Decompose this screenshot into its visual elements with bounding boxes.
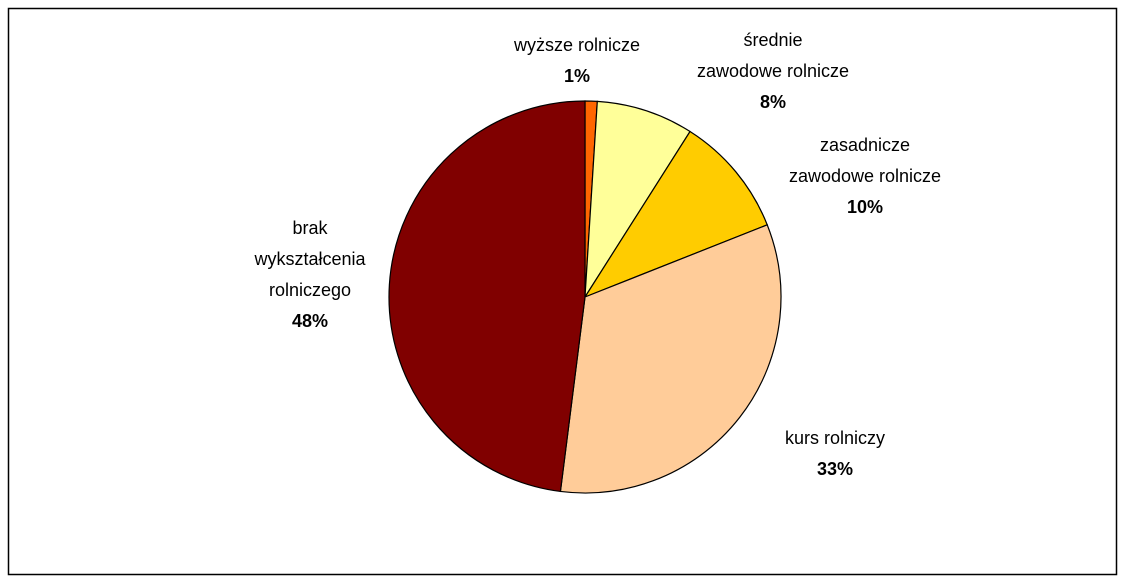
value-label: 33% — [816, 459, 854, 479]
category-label: kurs rolniczy — [784, 428, 886, 448]
pie-slice — [584, 100, 691, 298]
value-label: 10% — [846, 197, 884, 217]
pie-slice — [388, 100, 586, 493]
category-label: wyższe rolnicze — [513, 35, 641, 55]
slice-label: wyższe rolnicze 1% — [447, 30, 707, 92]
slice-label: średnie zawodowe rolnicze 8% — [643, 25, 903, 118]
category-label: zasadnicze zawodowe rolnicze — [788, 135, 942, 186]
slice-label: kurs rolniczy 33% — [705, 423, 965, 485]
pie-slice — [559, 224, 782, 494]
value-label: 8% — [759, 92, 786, 112]
category-label: brak wykształcenia rolniczego — [254, 218, 366, 300]
value-label: 48% — [291, 311, 329, 331]
category-label: średnie zawodowe rolnicze — [696, 30, 850, 81]
slice-label: zasadnicze zawodowe rolnicze 10% — [735, 130, 995, 223]
pie-slice — [583, 130, 769, 299]
slice-label: brak wykształcenia rolniczego 48% — [180, 213, 440, 337]
value-label: 1% — [563, 66, 590, 86]
